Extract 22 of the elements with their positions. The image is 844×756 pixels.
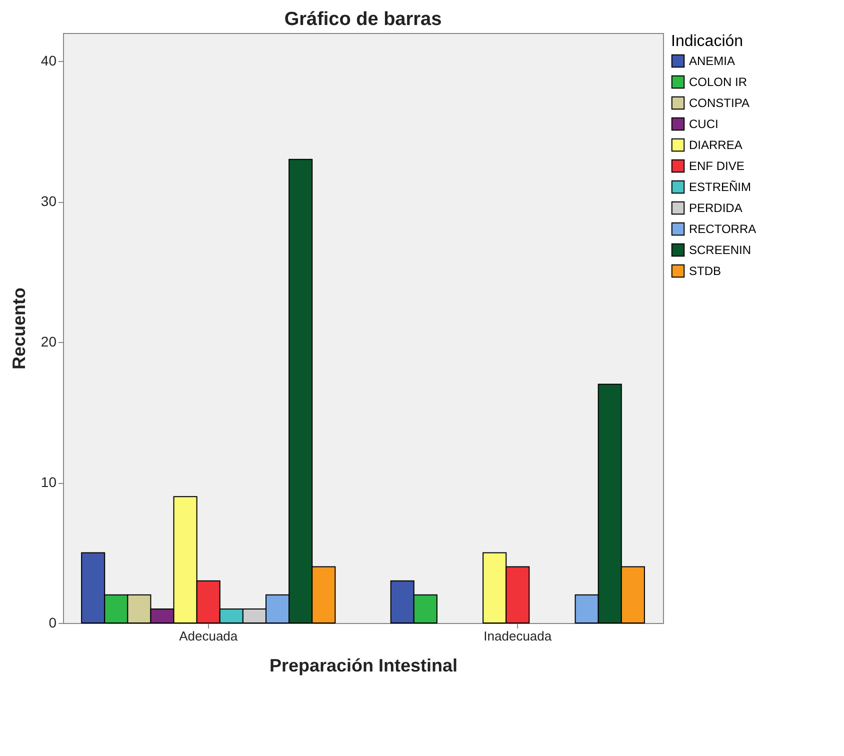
legend-label: ESTREÑIM <box>689 180 752 194</box>
x-axis-title: Preparación Intestinal <box>269 656 458 676</box>
legend-label: COLON IR <box>689 75 748 89</box>
legend-label: ENF DIVE <box>689 159 744 173</box>
y-axis-title: Recuento <box>8 287 29 370</box>
legend-label: ANEMIA <box>689 54 736 68</box>
legend-label: SCREENIN <box>689 243 752 257</box>
legend-label: STDB <box>689 264 722 278</box>
legend-label: CUCI <box>689 117 718 131</box>
legend-label: PERDIDA <box>689 201 742 215</box>
x-tick-label: Adecuada <box>179 628 238 644</box>
y-tick-label: 20 <box>40 334 57 350</box>
y-tick-label: 30 <box>40 193 57 210</box>
y-tick-label: 10 <box>40 474 57 490</box>
chart-title: Gráfico de barras <box>284 9 442 30</box>
y-tick-label: 40 <box>40 52 57 69</box>
x-tick-label: Inadecuada <box>484 628 552 644</box>
legend-label: CONSTIPA <box>689 96 750 110</box>
legend-label: RECTORRA <box>689 222 756 236</box>
y-tick-label: 0 <box>48 614 57 630</box>
legend-label: DIARREA <box>689 138 742 152</box>
legend-title: Indicación <box>671 33 744 50</box>
